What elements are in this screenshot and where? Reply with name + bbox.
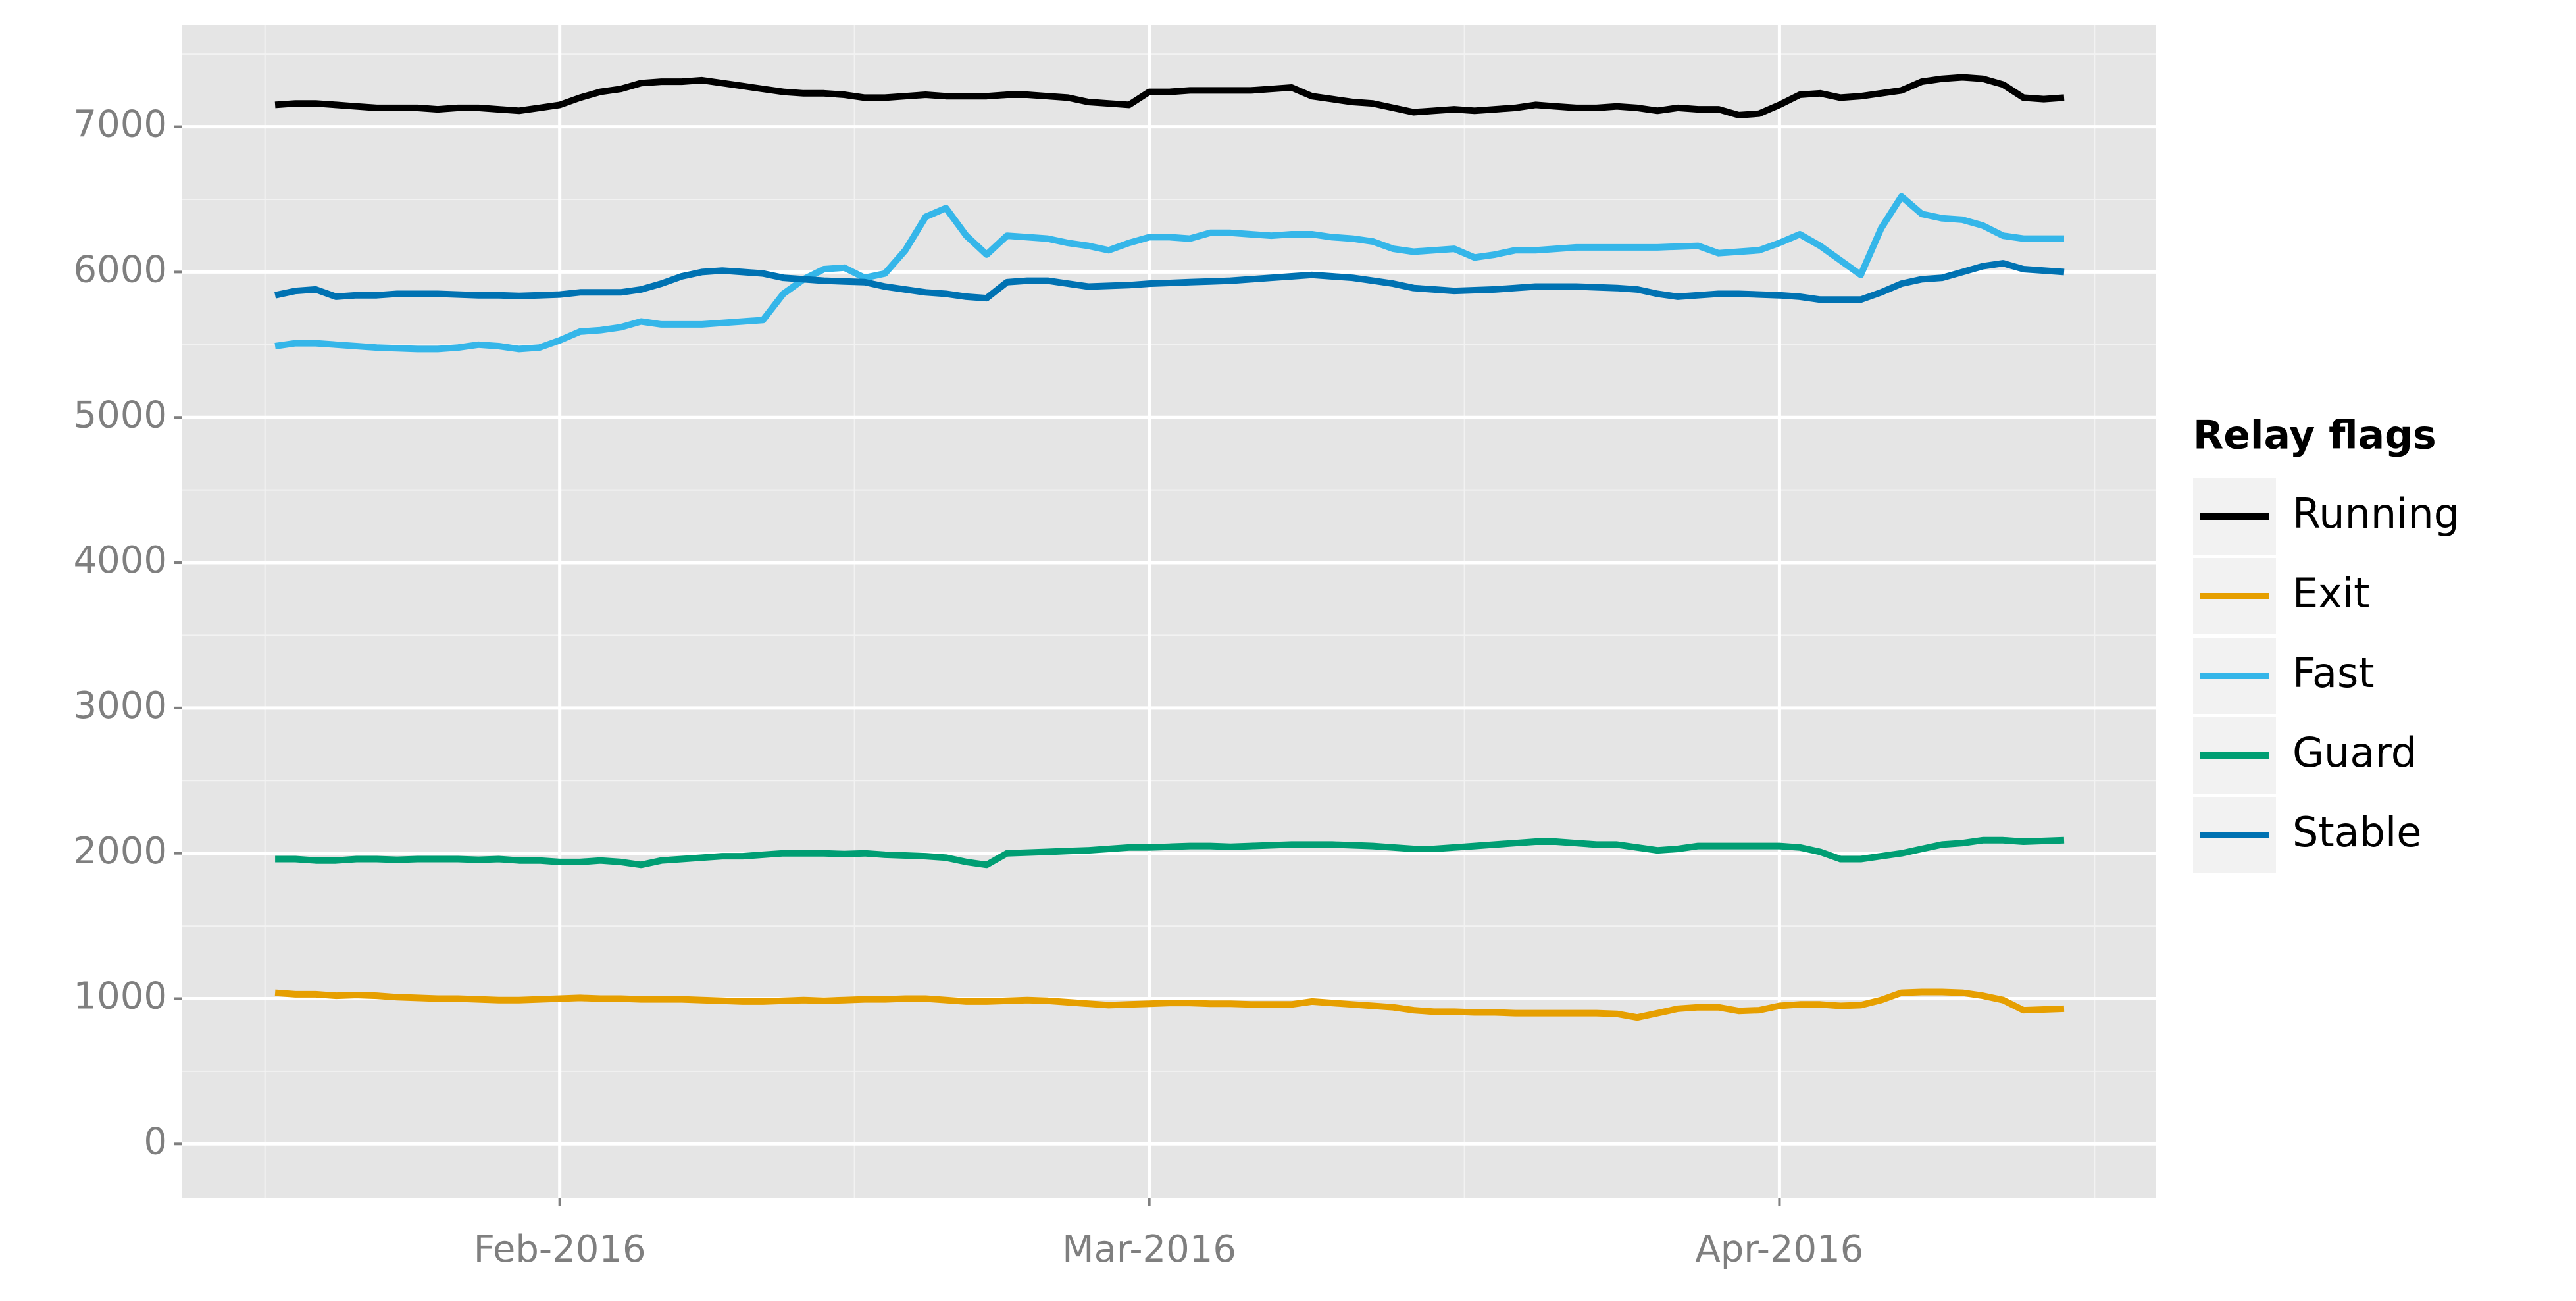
legend-label: Running <box>2292 490 2460 538</box>
x-tick-label: Mar-2016 <box>1062 1228 1236 1271</box>
y-tick-label: 1000 <box>73 975 167 1018</box>
series-line <box>275 836 2065 869</box>
series-line <box>274 988 2065 1021</box>
legend-label: Stable <box>2292 808 2421 856</box>
legend-label: Guard <box>2292 728 2417 777</box>
y-tick-label: 2000 <box>73 830 167 873</box>
legend-label: Fast <box>2292 649 2375 697</box>
legend-title: Relay flags <box>2193 413 2437 459</box>
y-tick-label: 4000 <box>73 539 167 582</box>
y-tick-label: 3000 <box>73 684 167 727</box>
series-line <box>274 74 2065 118</box>
series-line <box>274 260 2065 303</box>
y-tick-label: 5000 <box>73 394 167 436</box>
series-line <box>274 193 2064 353</box>
legend-label: Exit <box>2292 569 2369 617</box>
y-tick-label: 0 <box>143 1120 167 1163</box>
x-tick-label: Apr-2016 <box>1695 1228 1863 1271</box>
y-tick-label: 7000 <box>73 103 167 146</box>
y-tick-label: 6000 <box>73 249 167 292</box>
panel <box>182 25 2156 1198</box>
x-tick-label: Feb-2016 <box>474 1228 646 1271</box>
